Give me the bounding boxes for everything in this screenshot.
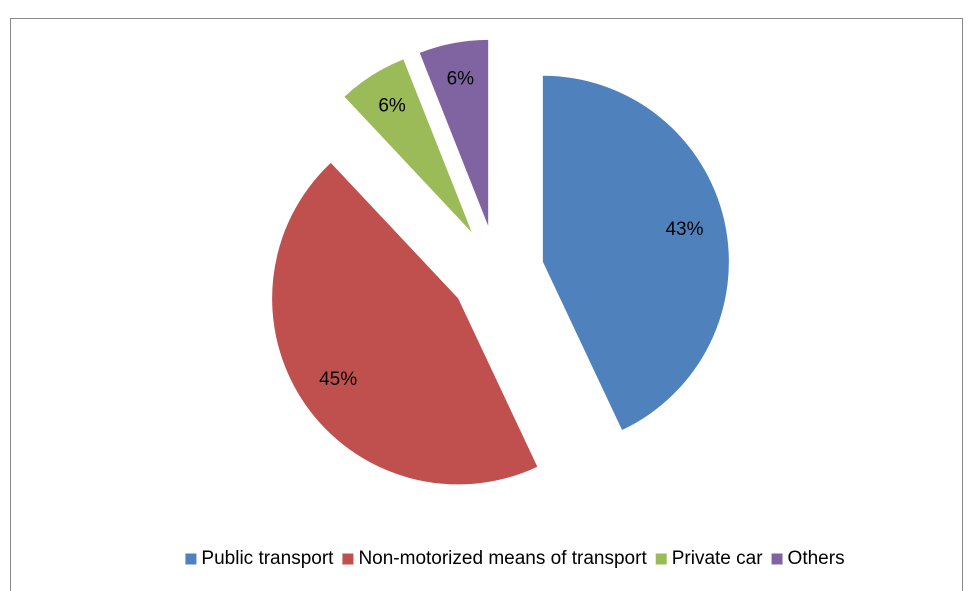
pie-slice bbox=[344, 59, 472, 233]
pie-slice bbox=[272, 162, 538, 485]
legend-swatch bbox=[655, 553, 667, 565]
data-label: 6% bbox=[447, 69, 475, 90]
data-label: 45% bbox=[319, 369, 357, 390]
legend-label: Others bbox=[788, 548, 845, 569]
legend-label: Private car bbox=[672, 548, 763, 569]
data-label: 43% bbox=[665, 219, 703, 240]
pie-slice bbox=[542, 75, 729, 431]
legend-swatch bbox=[185, 553, 197, 565]
legend-swatch bbox=[771, 553, 783, 565]
chart-border bbox=[10, 18, 963, 591]
legend-swatch bbox=[342, 553, 354, 565]
legend-label: Non-motorized means of transport bbox=[358, 548, 647, 569]
pie-slice bbox=[419, 39, 489, 226]
data-label: 6% bbox=[378, 96, 406, 117]
legend-label: Public transport bbox=[201, 548, 334, 569]
